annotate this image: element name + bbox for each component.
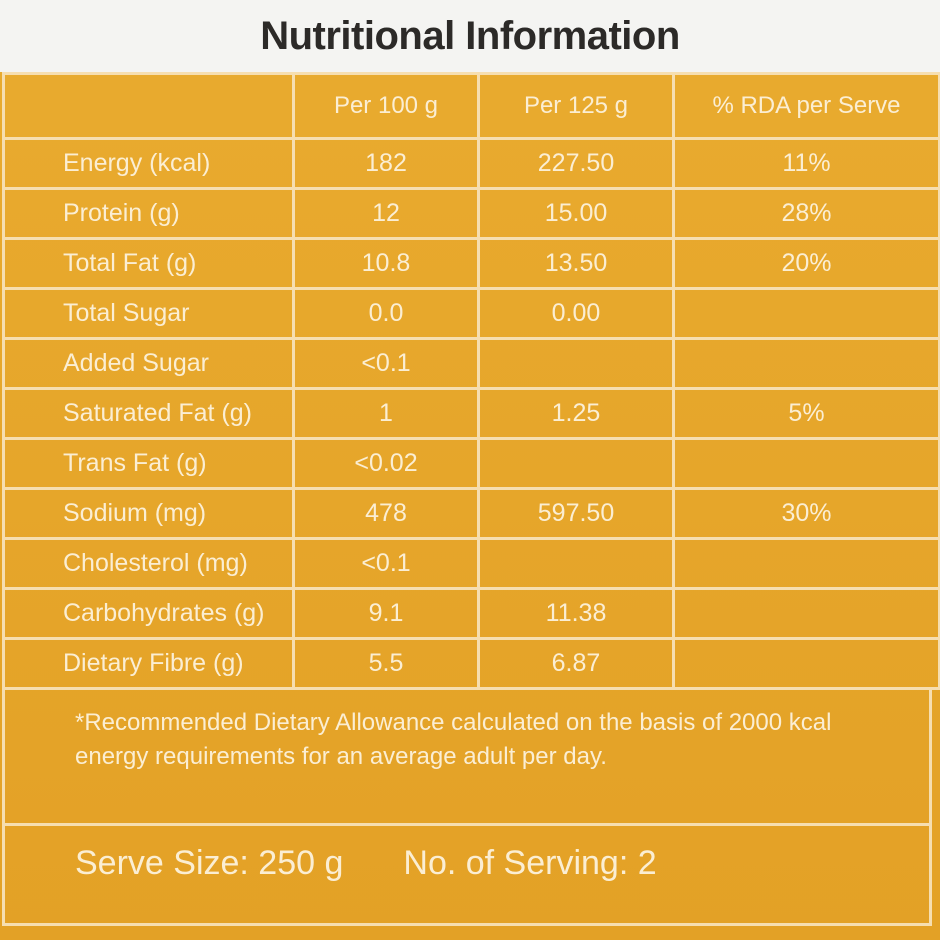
empty-cell bbox=[672, 287, 940, 340]
row-label: Sodium (mg) bbox=[2, 487, 295, 540]
row-label: Total Fat (g) bbox=[2, 237, 295, 290]
value-cell: 20% bbox=[672, 237, 940, 290]
empty-cell bbox=[672, 337, 940, 390]
header-row: Per 100 g Per 125 g% RDA per Serve bbox=[2, 72, 940, 140]
empty-cell bbox=[477, 537, 675, 590]
row-label: Dietary Fibre (g) bbox=[2, 637, 295, 690]
table-row: Carbohydrates (g) 9.1 11.38 bbox=[2, 587, 940, 640]
table-row: Dietary Fibre (g) 5.5 6.87 bbox=[2, 637, 940, 690]
row-label: Total Sugar bbox=[2, 287, 295, 340]
column-header: % RDA per Serve bbox=[672, 72, 940, 140]
row-label: Saturated Fat (g) bbox=[2, 387, 295, 440]
value-cell: 0.0 bbox=[292, 287, 480, 340]
value-cell: <0.1 bbox=[292, 337, 480, 390]
footnote: *Recommended Dietary Allowance calculate… bbox=[2, 690, 932, 826]
row-label: Cholesterol (mg) bbox=[2, 537, 295, 590]
empty-cell bbox=[477, 437, 675, 490]
table-row: Added Sugar <0.1 bbox=[2, 337, 940, 390]
empty-cell bbox=[672, 637, 940, 690]
nutrition-table: Per 100 g Per 125 g% RDA per Serve Energy… bbox=[2, 72, 940, 690]
title-band: Nutritional Information bbox=[0, 0, 940, 72]
value-cell: 227.50 bbox=[477, 137, 675, 190]
row-label: Protein (g) bbox=[2, 187, 295, 240]
value-cell: 597.50 bbox=[477, 487, 675, 540]
value-cell: 0.00 bbox=[477, 287, 675, 340]
servings: No. of Serving: 2 bbox=[403, 844, 657, 882]
value-cell: 10.8 bbox=[292, 237, 480, 290]
table-row: Energy (kcal) 182 227.50 11% bbox=[2, 137, 940, 190]
value-cell: 5% bbox=[672, 387, 940, 440]
table-row: Trans Fat (g) <0.02 bbox=[2, 437, 940, 490]
value-cell: 28% bbox=[672, 187, 940, 240]
table-row: Total Fat (g) 10.8 13.50 20% bbox=[2, 237, 940, 290]
table-row: Total Sugar 0.0 0.00 bbox=[2, 287, 940, 340]
table-row: Cholesterol (mg) <0.1 bbox=[2, 537, 940, 590]
table-row: Protein (g) 12 15.00 28% bbox=[2, 187, 940, 240]
value-cell: 9.1 bbox=[292, 587, 480, 640]
value-cell: 11% bbox=[672, 137, 940, 190]
footer: Serve Size: 250 g No. of Serving: 2 bbox=[2, 826, 932, 926]
value-cell: 12 bbox=[292, 187, 480, 240]
column-header: Per 100 g bbox=[292, 72, 480, 140]
value-cell: 30% bbox=[672, 487, 940, 540]
title: Nutritional Information bbox=[260, 13, 680, 58]
empty-cell bbox=[477, 337, 675, 390]
empty-cell bbox=[672, 537, 940, 590]
row-label: Trans Fat (g) bbox=[2, 437, 295, 490]
value-cell: 6.87 bbox=[477, 637, 675, 690]
value-cell: 13.50 bbox=[477, 237, 675, 290]
row-label: Energy (kcal) bbox=[2, 137, 295, 190]
row-label: Carbohydrates (g) bbox=[2, 587, 295, 640]
table-row: Sodium (mg) 478 597.50 30% bbox=[2, 487, 940, 540]
serve-size: Serve Size: 250 g bbox=[75, 844, 344, 882]
value-cell: 1 bbox=[292, 387, 480, 440]
column-header: Per 125 g bbox=[477, 72, 675, 140]
value-cell: 15.00 bbox=[477, 187, 675, 240]
value-cell: 182 bbox=[292, 137, 480, 190]
value-cell: <0.02 bbox=[292, 437, 480, 490]
corner-cell bbox=[2, 72, 295, 140]
row-label: Added Sugar bbox=[2, 337, 295, 390]
table-row: Saturated Fat (g) 1 1.25 5% bbox=[2, 387, 940, 440]
value-cell: 1.25 bbox=[477, 387, 675, 440]
empty-cell bbox=[672, 587, 940, 640]
value-cell: <0.1 bbox=[292, 537, 480, 590]
empty-cell bbox=[672, 437, 940, 490]
value-cell: 11.38 bbox=[477, 587, 675, 640]
value-cell: 5.5 bbox=[292, 637, 480, 690]
value-cell: 478 bbox=[292, 487, 480, 540]
